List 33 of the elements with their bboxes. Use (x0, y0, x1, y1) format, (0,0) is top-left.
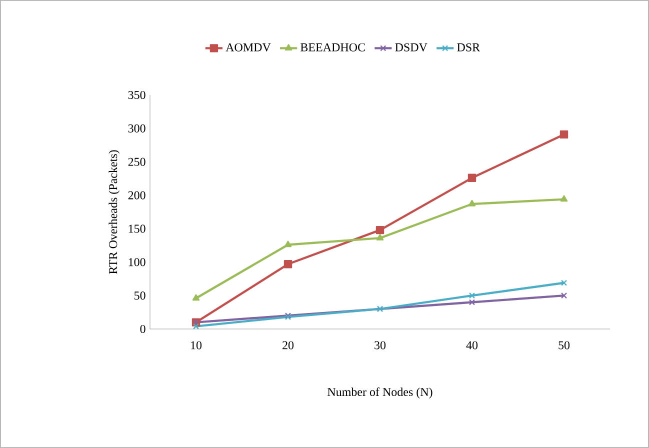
x-tick-label: 20 (282, 341, 294, 350)
x-tick-label: 30 (374, 341, 386, 350)
y-tick-label: 350 (128, 90, 146, 100)
point (560, 292, 568, 299)
legend-label: DSR (457, 43, 480, 52)
x-axis-title: Number of Nodes (N) (328, 387, 432, 398)
point (468, 200, 476, 206)
x-tick-label: 10 (191, 341, 202, 350)
point (376, 226, 384, 234)
point (284, 240, 292, 248)
legend-label: BEEADHOC (300, 43, 365, 52)
point (560, 195, 568, 202)
point (192, 323, 200, 330)
point (192, 294, 200, 301)
y-tick-label: 250 (128, 158, 146, 166)
x-tick-label: 40 (466, 341, 478, 350)
legend-label: AOMDV (226, 43, 271, 52)
point (284, 260, 292, 268)
point (468, 174, 476, 182)
legend-label: DSDV (395, 43, 428, 52)
point (560, 280, 568, 286)
y-axis-title: RTR Overheads (Packets) (108, 150, 120, 274)
y-tick-label: 100 (128, 258, 146, 266)
point (376, 234, 384, 240)
point (468, 292, 476, 299)
y-tick-label: 50 (134, 292, 146, 300)
y-tick-label: 300 (128, 124, 146, 132)
point (560, 130, 568, 139)
y-tick-label: 0 (140, 324, 146, 334)
x-tick-label: 50 (558, 341, 570, 350)
point (468, 299, 476, 306)
y-tick-label: 200 (128, 191, 146, 200)
y-tick-label: 150 (128, 224, 146, 233)
